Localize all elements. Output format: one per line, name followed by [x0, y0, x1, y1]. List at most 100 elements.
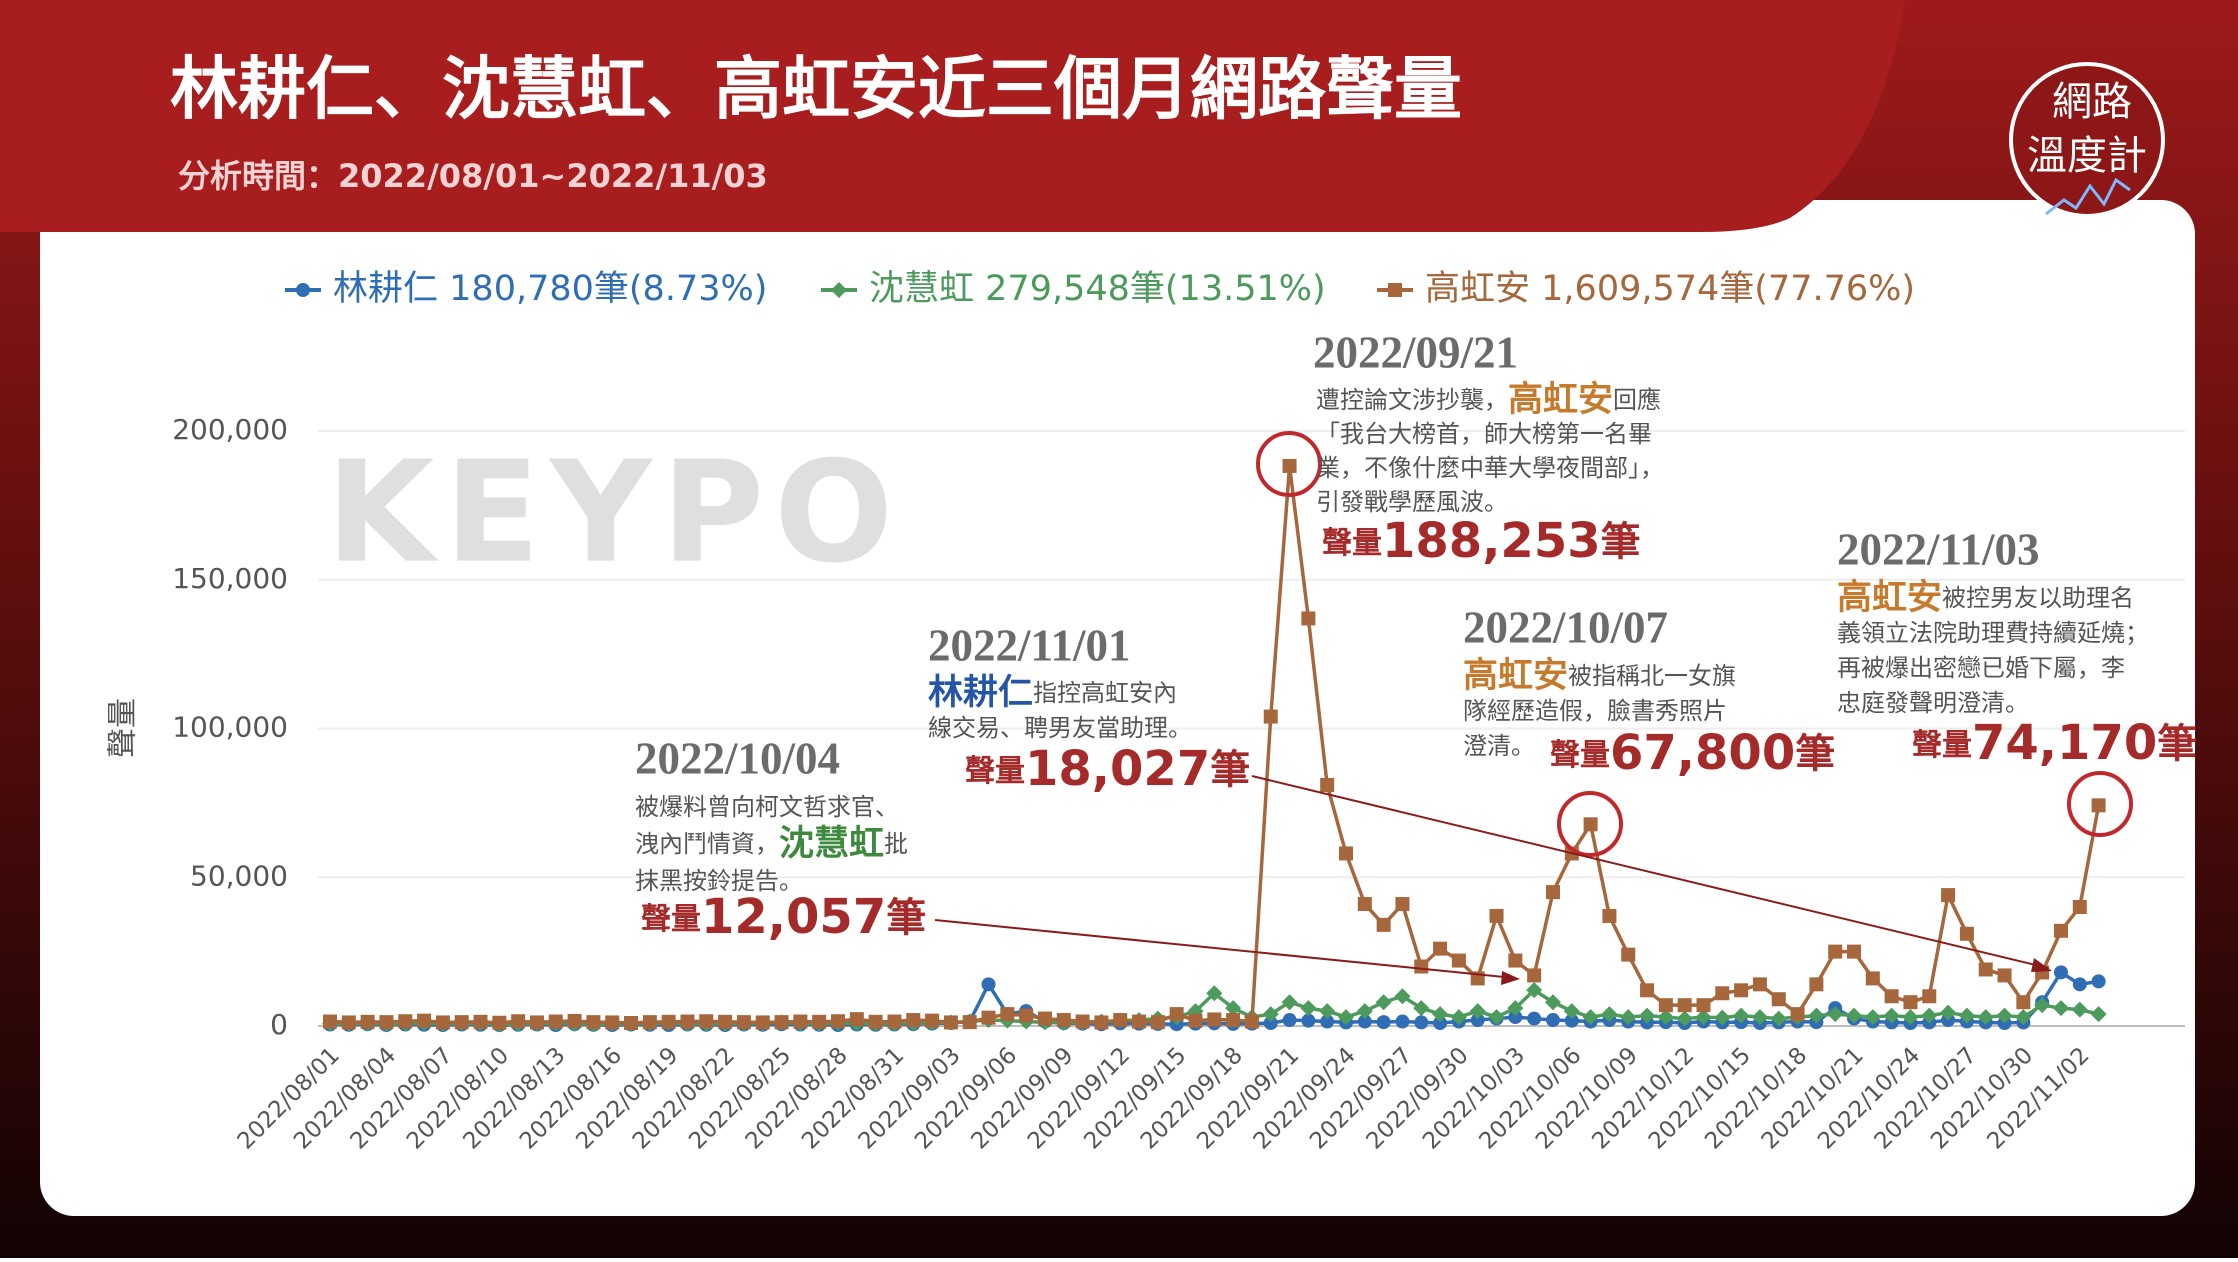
point [511, 1014, 526, 1029]
point [1640, 983, 1655, 998]
point [1150, 1015, 1165, 1030]
annotation-name: 高虹安 [1463, 656, 1568, 696]
point [981, 977, 996, 992]
annotation-segment: 業，不像什麼中華大學夜間部」， [1316, 454, 1664, 482]
point [1320, 1014, 1335, 1029]
point [1676, 1010, 1693, 1027]
point [492, 1015, 507, 1030]
point [2091, 974, 2106, 989]
annotation-segment: 被指稱北一女旗 [1568, 662, 1736, 690]
annotation-line: 高虹安被控男友以助理名 [1837, 578, 2134, 618]
point [1432, 1006, 1449, 1023]
annotation-segment: 再被爆出密戀已婚下屬，李 [1837, 654, 2125, 682]
annotation-line: 高虹安被指稱北一女旗 [1463, 656, 1736, 696]
logo-text: 網路 [2052, 79, 2132, 125]
annotation-segment: 回應 [1613, 386, 1661, 414]
point [661, 1014, 676, 1029]
annotation-line: 遭控論文涉抄襲，高虹安回應 [1316, 380, 1661, 420]
point [2071, 1001, 2088, 1018]
point [1940, 1004, 1957, 1021]
point [1790, 1007, 1805, 1022]
annotation-line: 被爆料曾向柯文哲求官、 [635, 793, 899, 821]
point [2016, 995, 2031, 1010]
point [1188, 1013, 1203, 1028]
annotation-segment: 遭控論文涉抄襲， [1316, 386, 1508, 414]
point [1620, 1009, 1637, 1026]
point [1544, 994, 1561, 1011]
annotation-line: 澄清。 [1463, 732, 1535, 760]
point [586, 1015, 601, 1030]
point [1433, 1016, 1448, 1031]
highlight-circle [1557, 791, 1623, 857]
point [1958, 1007, 1975, 1024]
point [1770, 1010, 1787, 1027]
annotation-line: 「我台大榜首，師大榜第一名畢 [1316, 420, 1652, 448]
legend-name: 高虹安 [1425, 269, 1530, 309]
point [1338, 1009, 1355, 1026]
point [1527, 968, 1542, 983]
legend: 林耕仁 180,780筆(8.73%) 沈慧虹 279,548筆(13.51%) 高… [285, 269, 1915, 309]
point [831, 1014, 846, 1029]
volume-value: 188,253 [1382, 513, 1601, 569]
volume-value: 12,057 [701, 889, 886, 945]
point [1507, 1000, 1524, 1017]
point [1902, 1009, 1919, 1026]
point [1827, 1006, 1844, 1023]
volume-suffix: 筆 [1795, 731, 1835, 777]
y-tick-label: 150,000 [172, 562, 288, 595]
point [2053, 923, 2068, 938]
point [774, 1015, 789, 1030]
point [943, 1015, 958, 1030]
y-axis-label: 聲量 [106, 698, 141, 758]
legend-total: 1,609,574筆(77.76%) [1541, 269, 1915, 309]
arrow [1251, 775, 2049, 969]
legend-total: 180,780筆(8.73%) [449, 269, 767, 309]
title: 林耕仁、沈慧虹、高虹安近三個月網路聲量 [170, 51, 1462, 130]
point [341, 1015, 356, 1030]
annotation-volume: 聲量188,253筆 [1322, 513, 1641, 569]
point [1056, 1013, 1071, 1028]
annotation-segment: 忠庭發聲明澄清。 [1837, 689, 2029, 717]
point [1395, 897, 1410, 912]
annotation-volume: 聲量67,800筆 [1550, 725, 1835, 781]
series [323, 458, 2106, 1031]
annotation-line: 引發戰學歷風波。 [1316, 488, 1508, 516]
point [868, 1014, 883, 1029]
y-tick-label: 100,000 [172, 711, 288, 744]
point [1414, 959, 1429, 974]
point [1997, 968, 2012, 983]
point [454, 1015, 469, 1030]
annotation-segment: 線交易、聘男友當助理。 [928, 714, 1192, 742]
point [529, 1015, 544, 1030]
point [398, 1014, 413, 1029]
point [2052, 1000, 2069, 1017]
annotation-line: 再被爆出密戀已婚下屬，李 [1837, 654, 2125, 682]
point [2072, 900, 2087, 914]
volume-value: 74,170 [1972, 715, 2157, 771]
point [1564, 1013, 1579, 1028]
point [379, 1015, 394, 1030]
point [962, 1015, 977, 1030]
point [605, 1015, 620, 1030]
annotation-segment: 被爆料曾向柯文哲求官、 [635, 793, 899, 821]
point [1376, 1015, 1391, 1030]
point [1583, 817, 1598, 832]
point [1388, 283, 1402, 297]
annotation-segment: 指控高虹安內 [1033, 679, 1177, 707]
point [1864, 1009, 1881, 1026]
point [1339, 846, 1354, 861]
logo-wave [2045, 177, 2131, 216]
point [1207, 1012, 1222, 1027]
point [2053, 965, 2068, 980]
point [1922, 989, 1937, 1004]
point [1037, 1011, 1052, 1026]
point [2015, 1009, 2032, 1026]
point [1771, 992, 1786, 1007]
point [323, 1014, 337, 1029]
point [1734, 983, 1749, 998]
point [1884, 989, 1899, 1004]
point [1733, 1007, 1750, 1024]
point [812, 1014, 827, 1029]
point [925, 1013, 940, 1028]
point [1470, 1013, 1485, 1028]
